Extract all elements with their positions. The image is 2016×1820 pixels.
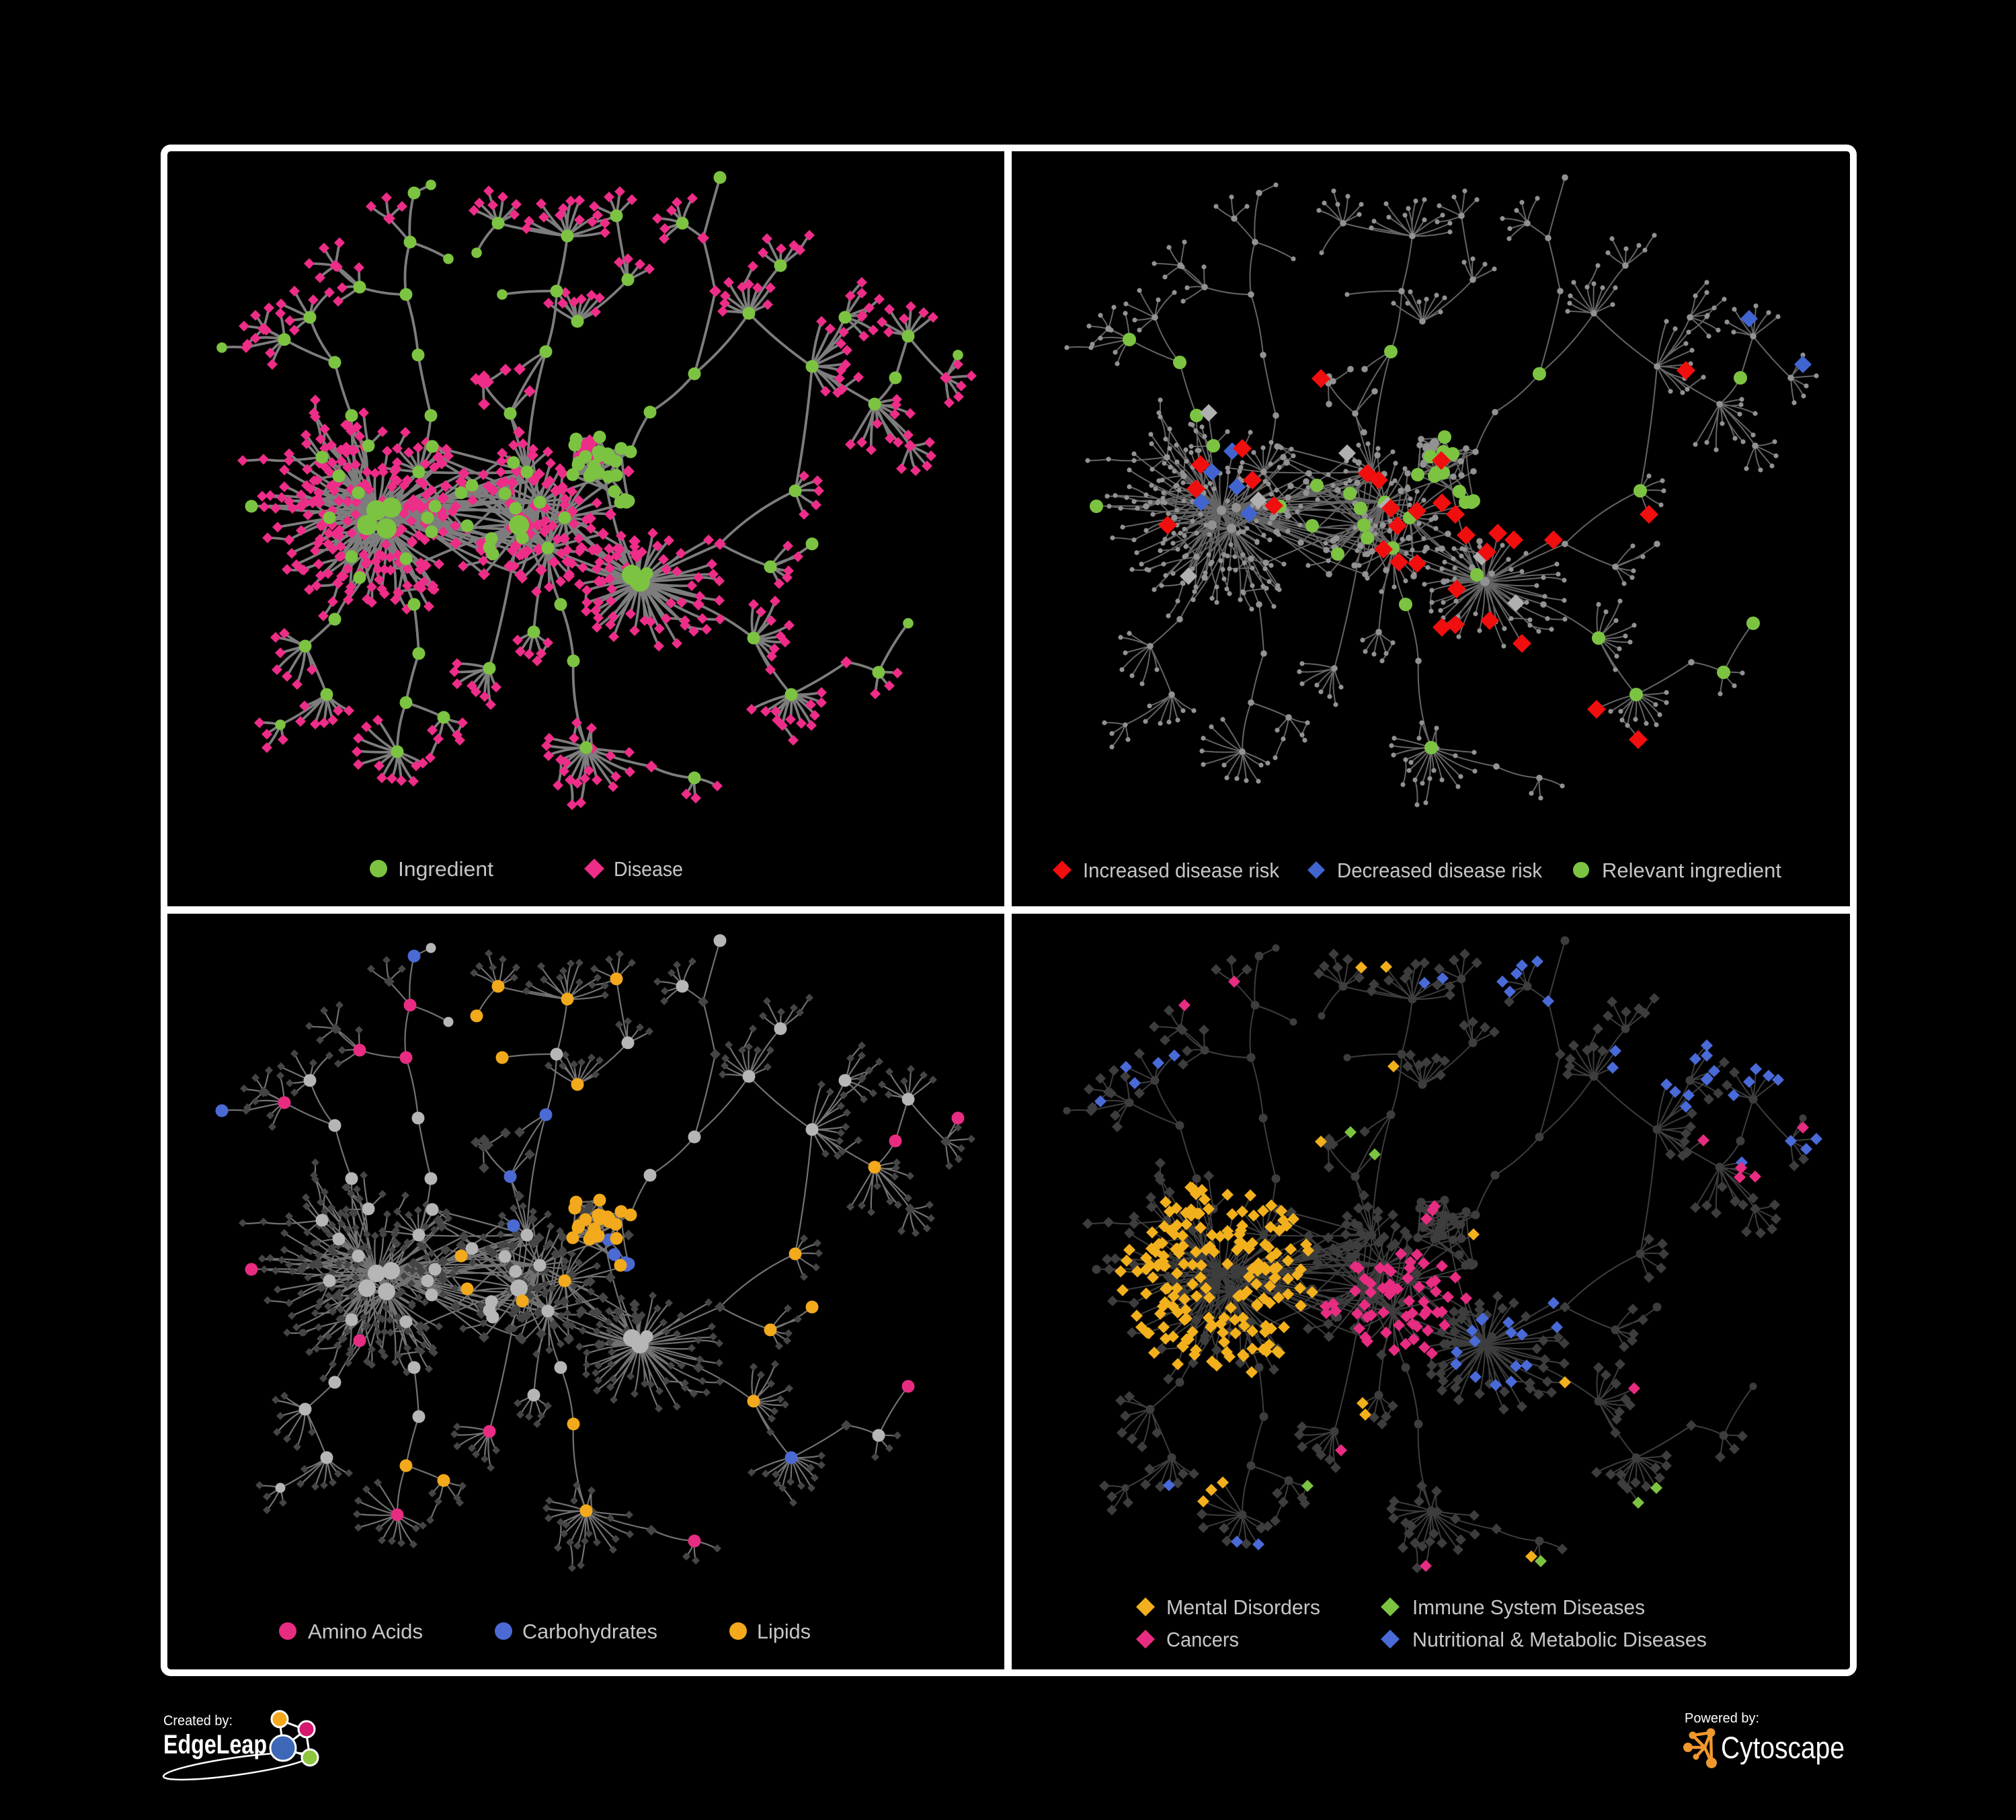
svg-text:Powered by:: Powered by:: [1685, 1711, 1759, 1726]
svg-text:Lipids: Lipids: [757, 1620, 811, 1643]
svg-text:EdgeLeap: EdgeLeap: [163, 1730, 267, 1759]
svg-text:Cancers: Cancers: [1166, 1628, 1239, 1651]
svg-text:Decreased disease risk: Decreased disease risk: [1337, 859, 1542, 882]
svg-text:Increased disease risk: Increased disease risk: [1083, 859, 1279, 882]
svg-text:Disease: Disease: [614, 857, 683, 881]
svg-text:Ingredient: Ingredient: [398, 857, 493, 881]
svg-text:Immune System Diseases: Immune System Diseases: [1412, 1595, 1645, 1619]
svg-text:Relevant ingredient: Relevant ingredient: [1602, 859, 1781, 882]
svg-text:Cytoscape: Cytoscape: [1721, 1731, 1845, 1765]
svg-text:Carbohydrates: Carbohydrates: [522, 1620, 657, 1643]
svg-text:Nutritional & Metabolic Diseas: Nutritional & Metabolic Diseases: [1412, 1628, 1707, 1651]
svg-text:Amino Acids: Amino Acids: [308, 1620, 423, 1643]
svg-text:Created by:: Created by:: [163, 1713, 233, 1729]
svg-text:Mental Disorders: Mental Disorders: [1166, 1595, 1320, 1619]
